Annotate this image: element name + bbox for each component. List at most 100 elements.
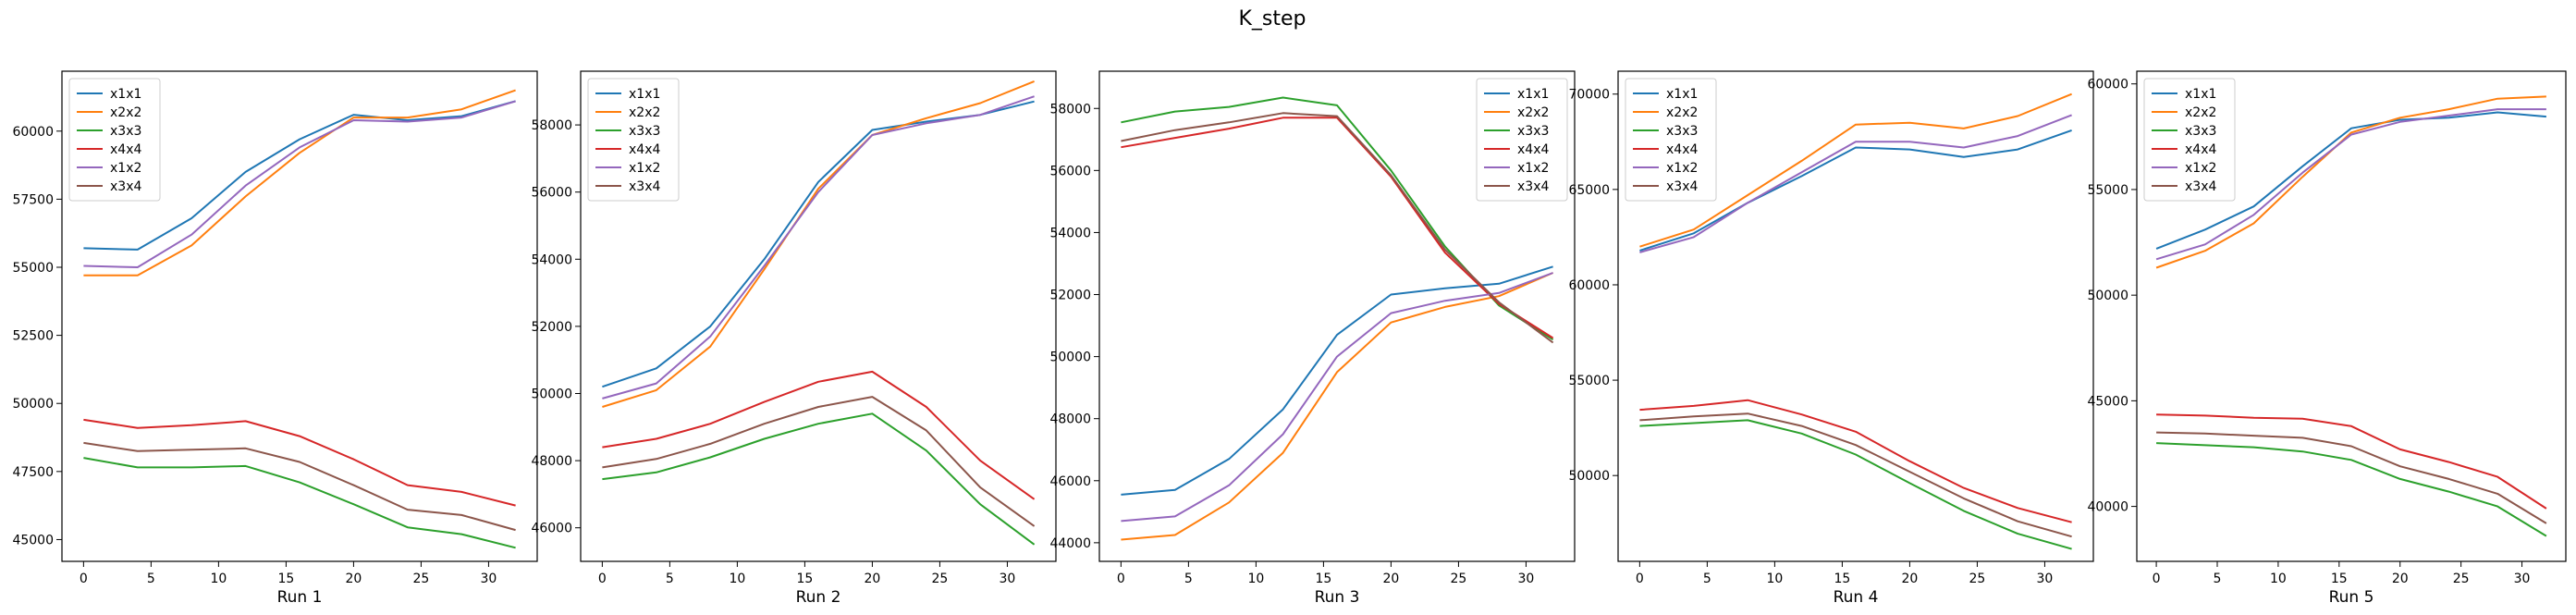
x-tick-label: 15 (2331, 572, 2348, 586)
y-tick-label: 48000 (531, 454, 572, 469)
legend-label-x2x2: x2x2 (110, 105, 141, 120)
legend: x1x1 x2x2 x3x3 x4x4 x1x2 x3x4 (2143, 78, 2236, 202)
x-tick-label: 10 (2270, 572, 2287, 586)
series-line-x3x3 (602, 412, 1036, 546)
legend: x1x1 x2x2 x3x3 x4x4 x1x2 x3x4 (587, 78, 680, 202)
legend-box (587, 78, 680, 202)
y-tick-label: 57500 (12, 192, 54, 207)
legend-label-x1x2: x1x2 (1666, 161, 1698, 176)
legend-label-x3x3: x3x3 (629, 124, 660, 139)
legend-label-x1x1: x1x1 (2185, 87, 2216, 102)
legend-label-x3x4: x3x4 (629, 179, 660, 194)
x-tick-label: 15 (1834, 572, 1850, 586)
series-line-x1x1 (1639, 129, 2072, 252)
legend-label-x1x2: x1x2 (110, 161, 141, 176)
x-tick-label: 30 (1518, 572, 1535, 586)
legend-label-x4x4: x4x4 (629, 142, 660, 157)
y-tick-label: 55000 (2087, 183, 2128, 198)
series-line-x2x2 (83, 89, 516, 277)
y-tick-label: 60000 (2087, 78, 2128, 92)
series-line-x4x4 (83, 418, 516, 507)
y-tick-label: 56000 (1049, 164, 1091, 178)
y-tick-label: 55000 (1568, 374, 1610, 388)
x-tick-label: 5 (2214, 572, 2222, 586)
legend-label-x3x3: x3x3 (110, 124, 141, 139)
x-tick-label: 0 (598, 572, 607, 586)
series-line-x1x1 (83, 100, 516, 251)
y-tick-label: 46000 (1049, 474, 1091, 489)
subplot-5: 0 5 10 15 20 25 30 40000 45000 50000 55000 60000 Run… (2087, 70, 2567, 607)
series-line-x3x3 (2156, 442, 2547, 537)
x-tick-label: 25 (932, 572, 949, 586)
x-tick-label: 25 (413, 572, 430, 586)
x-axis-label: Run 2 (796, 588, 841, 607)
legend: x1x1 x2x2 x3x3 x4x4 x1x2 x3x4 (1476, 78, 1568, 202)
y-tick-label: 50000 (2087, 289, 2128, 303)
axes-frame (580, 70, 1057, 562)
x-tick-label: 25 (1451, 572, 1467, 586)
legend-label-x3x4: x3x4 (110, 179, 141, 194)
legend-label-x2x2: x2x2 (1517, 105, 1549, 120)
y-tick-label: 58000 (1049, 102, 1091, 117)
axes-frame (1098, 70, 1576, 562)
series-line-x4x4 (1121, 117, 1554, 339)
subplot-4: 0 5 10 15 20 25 30 50000 55000 60000 65000 70000 Run… (1568, 70, 2094, 607)
x-tick-label: 15 (1315, 572, 1331, 586)
x-tick-label: 10 (729, 572, 745, 586)
series-line-x1x2 (83, 100, 516, 268)
series-line-x3x4 (83, 441, 516, 532)
y-tick-label: 40000 (2087, 500, 2128, 515)
legend-label-x1x2: x1x2 (629, 161, 660, 176)
legend-label-x4x4: x4x4 (110, 142, 141, 157)
x-tick-label: 20 (1901, 572, 1918, 586)
y-tick-label: 47500 (12, 465, 54, 480)
y-tick-label: 50000 (1568, 469, 1610, 484)
x-tick-label: 25 (2453, 572, 2470, 586)
legend-label-x1x1: x1x1 (629, 87, 660, 102)
series-line-x3x4 (602, 396, 1036, 527)
series-line-x2x2 (602, 80, 1035, 408)
x-tick-label: 30 (1000, 572, 1016, 586)
legend-box (68, 78, 161, 202)
y-tick-label: 46000 (531, 522, 572, 536)
series-line-x3x3 (83, 457, 516, 549)
x-tick-label: 5 (666, 572, 674, 586)
y-tick-label: 54000 (1049, 226, 1091, 240)
x-axis-label: Run 5 (2329, 588, 2374, 607)
series-line-x2x2 (1121, 272, 1553, 541)
y-tick-label: 56000 (531, 186, 572, 201)
legend: x1x1 x2x2 x3x3 x4x4 x1x2 x3x4 (68, 78, 161, 202)
legend-label-x3x3: x3x3 (1666, 124, 1698, 139)
series-line-x1x2 (2155, 108, 2546, 261)
legend-label-x1x1: x1x1 (110, 87, 141, 102)
y-tick-label: 44000 (1049, 536, 1091, 551)
x-tick-label: 5 (1703, 572, 1711, 586)
series-line-x2x2 (1639, 92, 2072, 248)
x-tick-label: 20 (864, 572, 880, 586)
y-tick-label: 52000 (1049, 289, 1091, 303)
legend-label-x2x2: x2x2 (1666, 105, 1698, 120)
series-line-x3x4 (1639, 412, 2072, 538)
x-tick-label: 15 (796, 572, 813, 586)
x-axis-label: Run 1 (277, 588, 323, 607)
x-tick-label: 20 (345, 572, 362, 586)
legend-label-x2x2: x2x2 (629, 105, 660, 120)
legend-label-x3x4: x3x4 (1517, 179, 1549, 194)
series-line-x3x3 (1639, 419, 2072, 550)
series-line-x4x4 (602, 370, 1036, 500)
axes-frame (2136, 70, 2567, 562)
figure-title: K_step (1238, 7, 1306, 31)
x-tick-label: 30 (2514, 572, 2531, 586)
legend-label-x1x1: x1x1 (1666, 87, 1698, 102)
x-tick-label: 30 (481, 572, 497, 586)
x-tick-label: 10 (210, 572, 227, 586)
y-tick-label: 70000 (1568, 88, 1610, 103)
series-line-x4x4 (2156, 413, 2547, 510)
legend-label-x4x4: x4x4 (1666, 142, 1698, 157)
y-tick-label: 50000 (531, 387, 572, 401)
axes-frame (61, 70, 538, 562)
x-tick-label: 25 (1969, 572, 1986, 586)
legend: x1x1 x2x2 x3x3 x4x4 x1x2 x3x4 (1625, 78, 1717, 202)
series-line-x2x2 (2155, 95, 2546, 269)
